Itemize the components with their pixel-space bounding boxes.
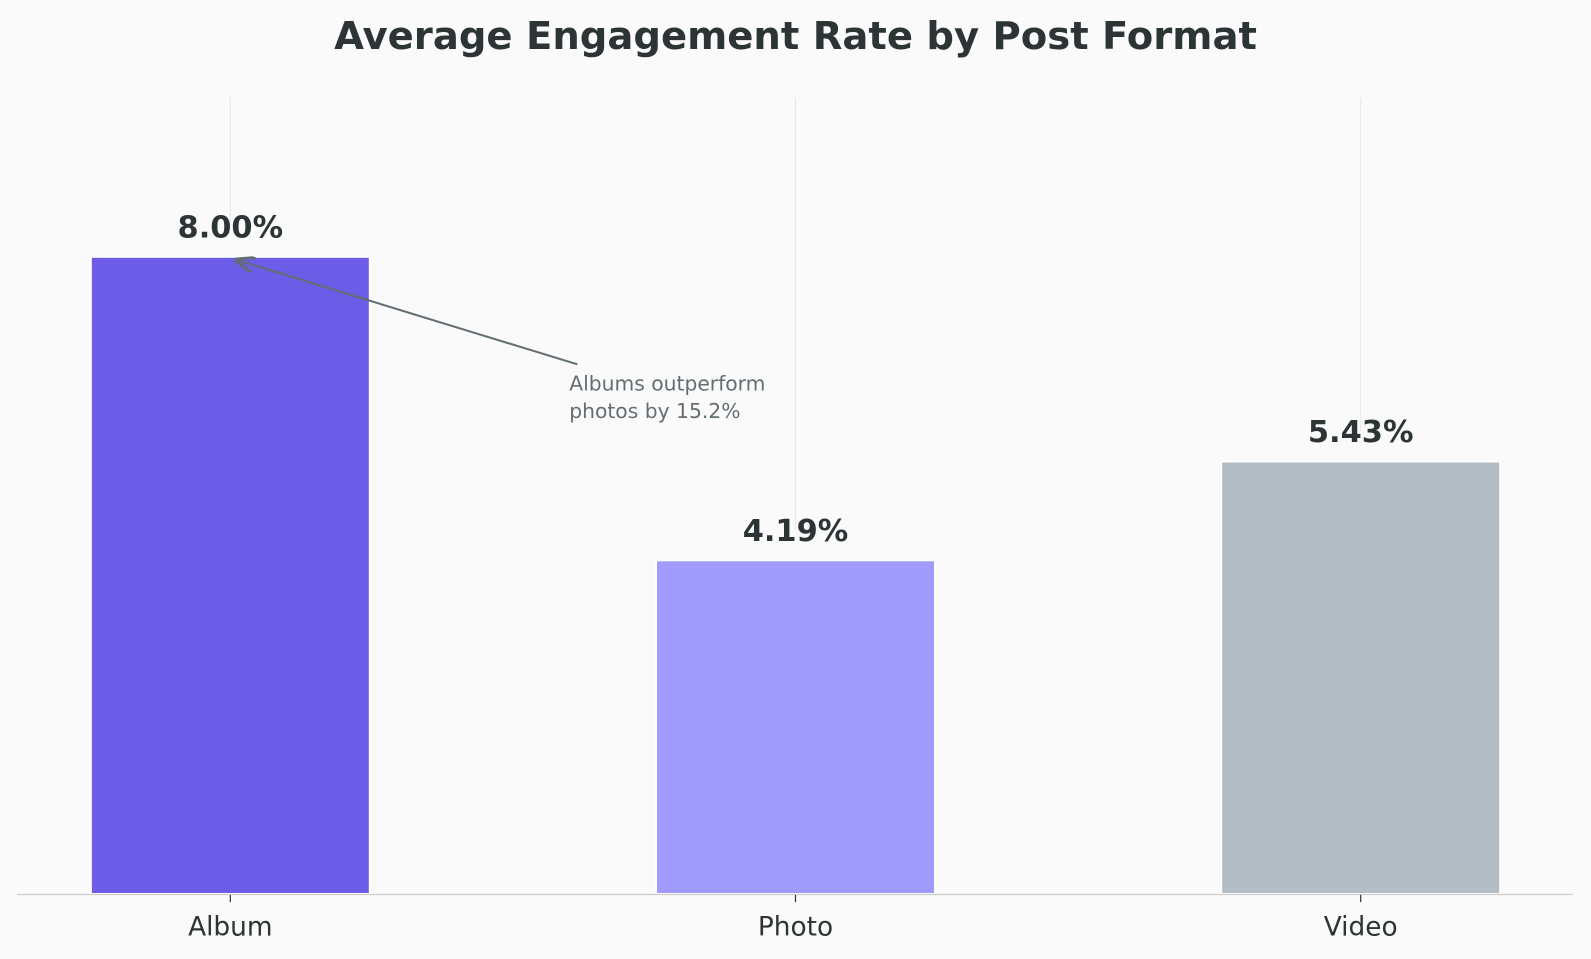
x-tick-label-video: Video <box>1324 913 1398 943</box>
annotation-text-line-2: photos by 15.2% <box>569 399 740 423</box>
bar-album <box>89 255 371 896</box>
value-label-album: 8.00% <box>178 211 284 246</box>
x-tick-label-photo: Photo <box>758 913 833 943</box>
bar-photo <box>654 559 937 896</box>
value-label-video: 5.43% <box>1308 415 1414 450</box>
annotation-arrow <box>236 260 578 366</box>
bar-video <box>1220 460 1502 896</box>
x-tick-label-album: Album <box>188 913 273 943</box>
annotation: Albums outperform photos by 15.2% <box>236 260 765 423</box>
chart-title: Average Engagement Rate by Post Format <box>334 14 1257 59</box>
value-label-photo: 4.19% <box>743 514 849 549</box>
annotation-text-line-1: Albums outperform <box>569 372 765 396</box>
